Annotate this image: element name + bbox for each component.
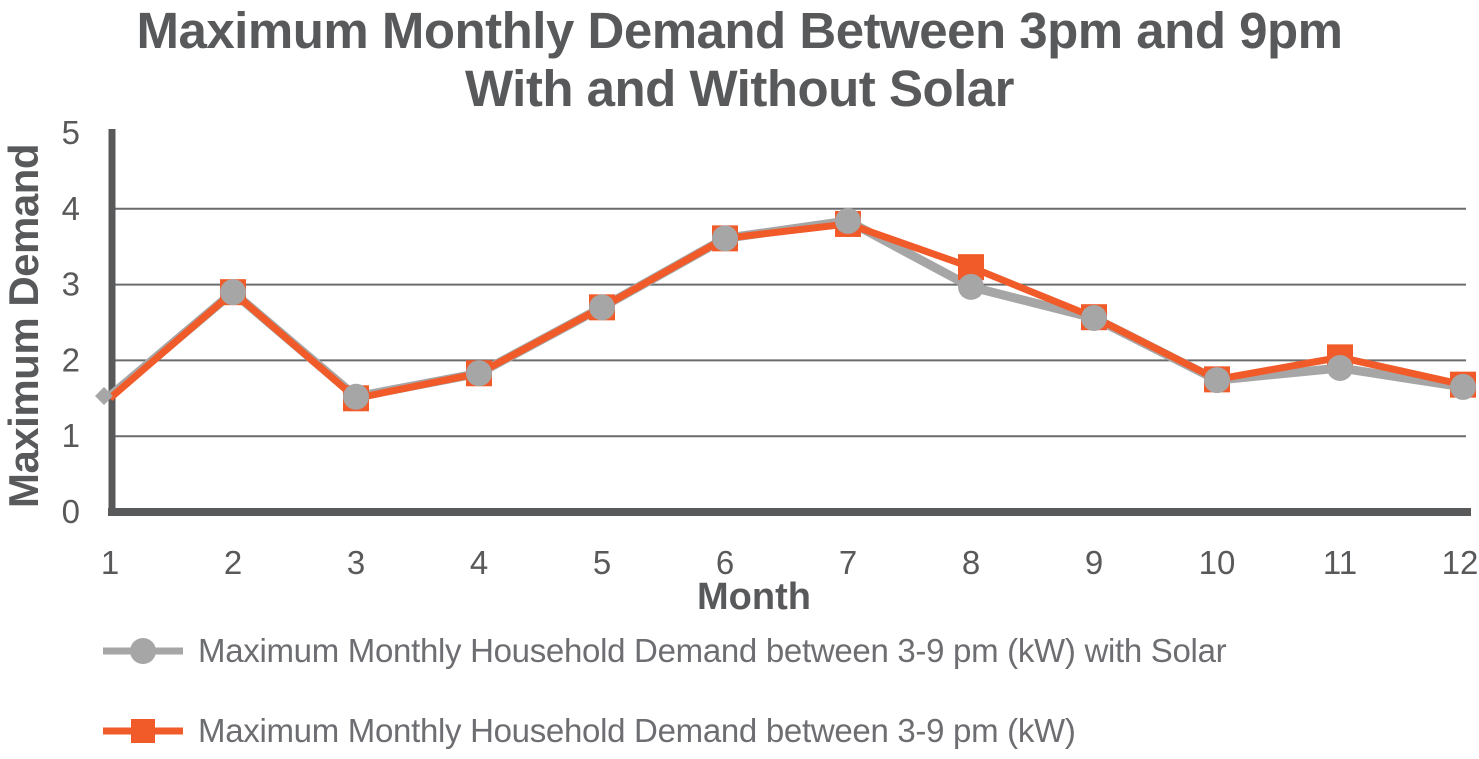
x-tick-label: 6: [716, 544, 734, 581]
x-tick-label: 1: [101, 544, 119, 581]
data-point-circle: [835, 207, 861, 234]
x-tick-label: 11: [1323, 544, 1357, 581]
legend-label-without-solar: Maximum Monthly Household Demand between…: [198, 712, 1076, 749]
y-tick-label: 0: [62, 493, 80, 530]
y-tick-label: 2: [62, 341, 80, 378]
data-point-circle: [1081, 304, 1107, 331]
x-tick-label: 8: [962, 544, 980, 581]
data-point-circle: [958, 273, 984, 300]
x-tick-label: 5: [593, 544, 611, 581]
x-tick-label: 10: [1199, 544, 1236, 581]
data-point-circle: [712, 225, 738, 252]
legend-marker-square-icon: [103, 719, 183, 743]
series-line-without-solar: [107, 220, 1464, 403]
chart-title: Maximum Monthly Demand Between 3pm and 9…: [0, 2, 1479, 118]
y-tick-label: 3: [62, 266, 80, 303]
y-tick-label: 5: [62, 114, 80, 151]
x-tick-label: 3: [347, 544, 365, 581]
x-tick-label: 12: [1442, 544, 1479, 581]
x-tick-label: 9: [1085, 544, 1103, 581]
legend-item-with-solar: Maximum Monthly Household Demand between…: [101, 628, 1227, 674]
y-tick-label: 4: [62, 190, 80, 227]
x-tick-label: 7: [839, 544, 857, 581]
legend-marker-circle-icon: [103, 638, 183, 664]
y-tick-label: 1: [62, 417, 80, 454]
legend-label-with-solar: Maximum Monthly Household Demand between…: [198, 632, 1227, 669]
data-point-circle: [1327, 354, 1353, 381]
x-tick-label: 4: [470, 544, 488, 581]
data-point-diamond: [95, 387, 113, 406]
chart-title-line1: Maximum Monthly Demand Between 3pm and 9…: [136, 2, 1343, 59]
chart-title-line2: With and Without Solar: [464, 60, 1015, 118]
data-point-circle: [466, 360, 492, 387]
x-tick-label: 2: [224, 544, 242, 581]
data-point-circle: [589, 294, 615, 321]
data-point-circle: [220, 279, 246, 306]
x-axis-title: Month: [697, 576, 811, 618]
legend: Maximum Monthly Household Demand between…: [101, 628, 1227, 759]
legend-item-without-solar: Maximum Monthly Household Demand between…: [101, 708, 1226, 754]
data-point-circle: [1204, 367, 1230, 394]
data-point-circle: [1450, 373, 1476, 400]
data-point-circle: [343, 383, 369, 410]
